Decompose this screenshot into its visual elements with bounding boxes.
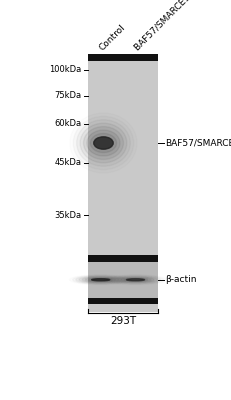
Bar bbox=[88, 54, 157, 61]
Ellipse shape bbox=[91, 279, 109, 281]
Bar bbox=[88, 54, 157, 312]
Ellipse shape bbox=[123, 278, 147, 281]
Ellipse shape bbox=[93, 137, 113, 149]
Text: 35kDa: 35kDa bbox=[54, 211, 81, 220]
Ellipse shape bbox=[120, 278, 150, 282]
Text: 293T: 293T bbox=[109, 316, 135, 326]
Text: 75kDa: 75kDa bbox=[54, 91, 81, 100]
Bar bbox=[88, 255, 157, 304]
Ellipse shape bbox=[83, 127, 123, 160]
Ellipse shape bbox=[90, 134, 116, 153]
Ellipse shape bbox=[116, 277, 153, 282]
Ellipse shape bbox=[93, 137, 113, 149]
Ellipse shape bbox=[91, 279, 109, 281]
Text: BAF57/SMARCE1 KO: BAF57/SMARCE1 KO bbox=[132, 0, 202, 52]
Text: β-actin: β-actin bbox=[164, 275, 196, 284]
Text: 100kDa: 100kDa bbox=[49, 66, 81, 74]
Ellipse shape bbox=[126, 279, 144, 281]
Ellipse shape bbox=[79, 276, 122, 283]
Ellipse shape bbox=[87, 130, 119, 156]
Text: 60kDa: 60kDa bbox=[54, 119, 81, 128]
Text: BAF57/SMARCE1: BAF57/SMARCE1 bbox=[164, 138, 231, 148]
Bar bbox=[88, 298, 157, 304]
Bar bbox=[88, 255, 157, 262]
Ellipse shape bbox=[80, 123, 126, 163]
Ellipse shape bbox=[88, 278, 112, 281]
Ellipse shape bbox=[82, 277, 119, 282]
Ellipse shape bbox=[126, 279, 144, 281]
Text: 45kDa: 45kDa bbox=[55, 158, 81, 167]
Text: Control: Control bbox=[97, 22, 127, 52]
Ellipse shape bbox=[85, 278, 116, 282]
